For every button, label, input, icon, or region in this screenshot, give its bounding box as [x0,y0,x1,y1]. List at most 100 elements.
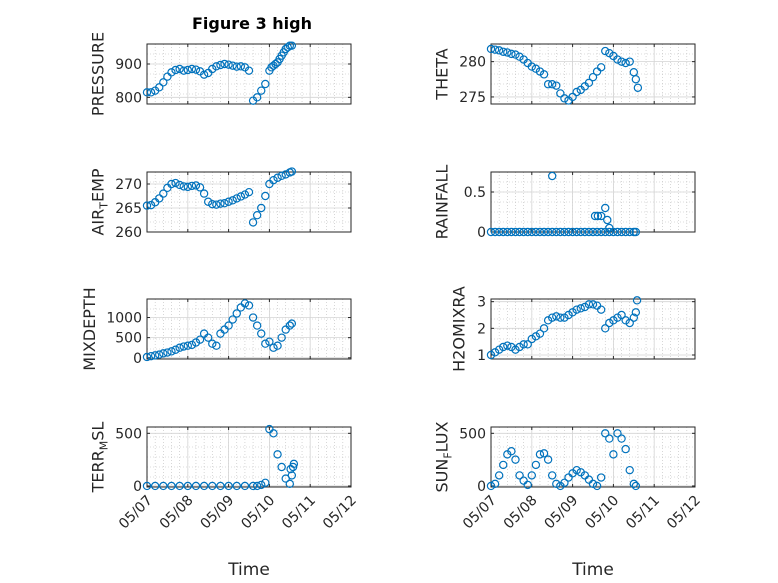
data-point [539,227,549,237]
data-point [592,227,602,237]
y-tick-label: 0 [477,479,486,495]
data-point [265,337,274,346]
data-point [150,351,160,360]
data-point [220,59,229,69]
data-point [613,429,622,438]
data-point [494,46,504,55]
data-point [494,471,504,480]
data-point [596,473,606,482]
data-point [590,211,600,221]
data-point [596,305,606,314]
data-point [499,227,508,237]
data-point [167,68,176,77]
data-point [629,313,639,322]
data-point [584,78,594,88]
data-point [625,318,634,328]
data-point [568,92,577,102]
data-point [224,197,233,206]
data-point [179,66,188,75]
data-point [531,227,541,237]
data-point [584,300,594,309]
data-point [195,335,205,344]
data-point [503,341,512,350]
data-point [167,347,176,356]
y-axis-label: MIXDEPTH [80,287,99,370]
y-tick-label: 1000 [106,311,142,327]
data-point [609,450,618,459]
data-point [631,308,641,317]
data-point [240,190,250,199]
y-tick-label: 1 [477,348,486,364]
data-point [535,329,545,338]
data-point [183,481,192,491]
data-point [187,64,197,74]
data-point [269,429,278,438]
data-point [252,210,262,220]
data-point [625,465,634,475]
x-tick-label: 05/09 [198,493,238,533]
data-point [511,50,520,59]
data-point [175,481,184,491]
data-point [271,59,280,69]
data-point [248,313,258,322]
data-point [142,352,152,362]
data-point [224,60,233,69]
axes-box [146,298,352,360]
data-point [269,175,278,185]
data-point [548,471,557,480]
data-point [621,58,630,68]
subplot-terr_msl: 05/07 05/08 05/09 05/10 05/11 05/12 0 500TERRMS… [89,422,360,580]
data-point [503,227,512,237]
data-point [252,93,262,102]
data-point [236,62,246,71]
data-point [490,227,500,237]
y-tick-label: 270 [115,177,142,193]
data-point [548,171,557,181]
data-point [183,65,192,75]
y-tick-label: 280 [459,55,486,71]
data-point [285,321,294,330]
data-point [535,227,545,237]
data-point [208,481,217,491]
data-point [187,340,197,350]
x-tick-label: 05/08 [501,493,541,533]
y-tick-label: 500 [115,331,142,347]
data-point [228,196,237,205]
data-point [171,345,180,354]
data-point [601,429,610,438]
data-point [539,70,549,79]
data-point [499,47,508,56]
y-axis-label: PRESSURE [89,32,108,116]
data-point [588,72,598,82]
data-point [576,227,585,237]
data-point [490,479,500,489]
data-point [212,62,221,71]
data-point [499,342,508,352]
data-point [244,187,254,197]
data-point [216,199,225,208]
data-point [159,349,168,358]
data-point [539,449,549,458]
x-tick-label: 05/07 [116,493,156,533]
data-point [631,481,641,491]
data-point [511,455,520,464]
data-point [175,180,184,190]
data-point [142,201,152,210]
data-point [511,227,520,237]
x-tick-label: 05/08 [157,493,197,533]
data-point [175,343,184,352]
data-point [552,81,561,90]
data-point [588,300,598,309]
data-point [163,348,172,357]
y-axis-label: SUNFLUX [433,421,455,492]
x-axis-label: Time [571,560,614,580]
data-point [539,324,549,333]
data-point [257,329,266,338]
x-tick-label: 05/07 [460,493,500,533]
data-point [572,227,581,237]
data-point [617,57,626,66]
data-point [224,321,233,330]
data-point [155,83,164,92]
data-point [548,227,557,237]
